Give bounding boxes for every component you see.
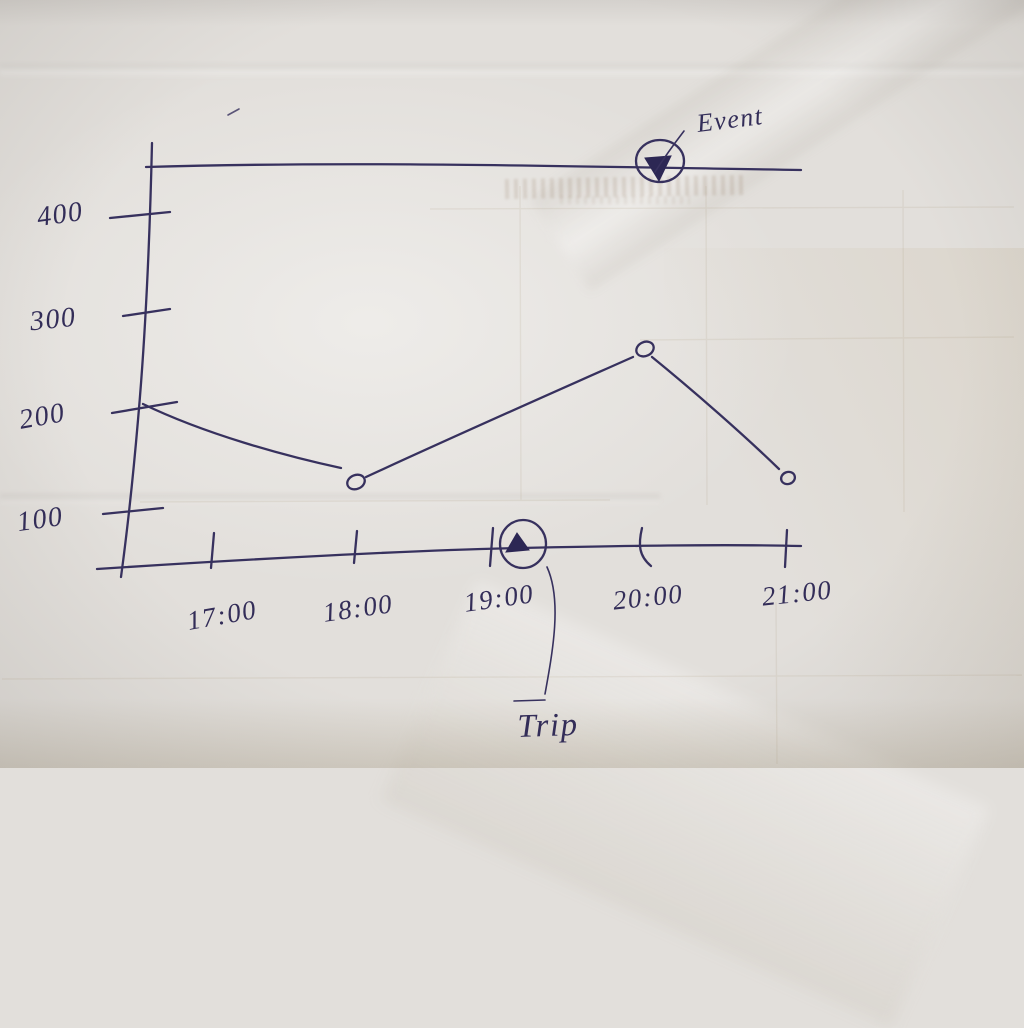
x-axis-label-1700: 17:00 <box>185 594 260 636</box>
stray-pen-mark <box>227 108 240 116</box>
y-axis-label-400: 400 <box>35 196 85 233</box>
trip-marker-triangle <box>505 532 530 553</box>
x-axis-label-2000: 20:00 <box>611 578 684 615</box>
data-point-1800 <box>346 473 366 491</box>
y-tick-400 <box>108 210 172 220</box>
y-axis-ticks <box>101 210 179 516</box>
event-annotation-label: Event <box>694 101 765 138</box>
data-point-2000 <box>635 340 655 358</box>
x-axis-line <box>95 544 803 571</box>
x-tick-1900 <box>488 526 495 568</box>
trip-marker-circle <box>498 518 548 570</box>
x-axis-label-1800: 18:00 <box>321 588 395 628</box>
y-tick-300 <box>121 307 172 318</box>
x-tick-2000 <box>638 526 653 568</box>
event-marker <box>634 130 686 184</box>
y-axis-label-300: 300 <box>27 302 77 338</box>
y-axis-label-100: 100 <box>15 501 65 538</box>
y-axis-line <box>119 141 154 579</box>
event-marker-circle <box>634 138 686 184</box>
trip-callout-line <box>544 566 556 695</box>
y-axis-label-200: 200 <box>17 397 68 436</box>
x-axis-label-1900: 19:00 <box>462 578 536 618</box>
data-segment-3 <box>650 355 781 471</box>
y-tick-100 <box>101 506 165 516</box>
data-segment-1 <box>141 402 343 470</box>
hand-drawn-chart: 400 300 200 100 17:00 18:00 19:00 20:00 … <box>1 101 1023 765</box>
data-line-series <box>141 340 797 491</box>
trip-marker <box>498 518 556 695</box>
x-tick-1700 <box>209 531 216 570</box>
top-boundary-line <box>144 163 803 172</box>
y-tick-200 <box>110 400 179 415</box>
trip-annotation-label: Trip <box>517 707 579 745</box>
x-tick-2100 <box>783 528 789 569</box>
grid-showthrough <box>1 185 1023 765</box>
x-axis-label-2100: 21:00 <box>760 574 833 611</box>
x-axis-ticks <box>209 526 789 570</box>
trip-label-t-crossbar <box>513 699 546 702</box>
data-point-2100 <box>779 470 797 486</box>
event-marker-tail <box>654 130 685 173</box>
data-segment-2 <box>364 355 635 479</box>
x-tick-1800 <box>352 529 359 565</box>
